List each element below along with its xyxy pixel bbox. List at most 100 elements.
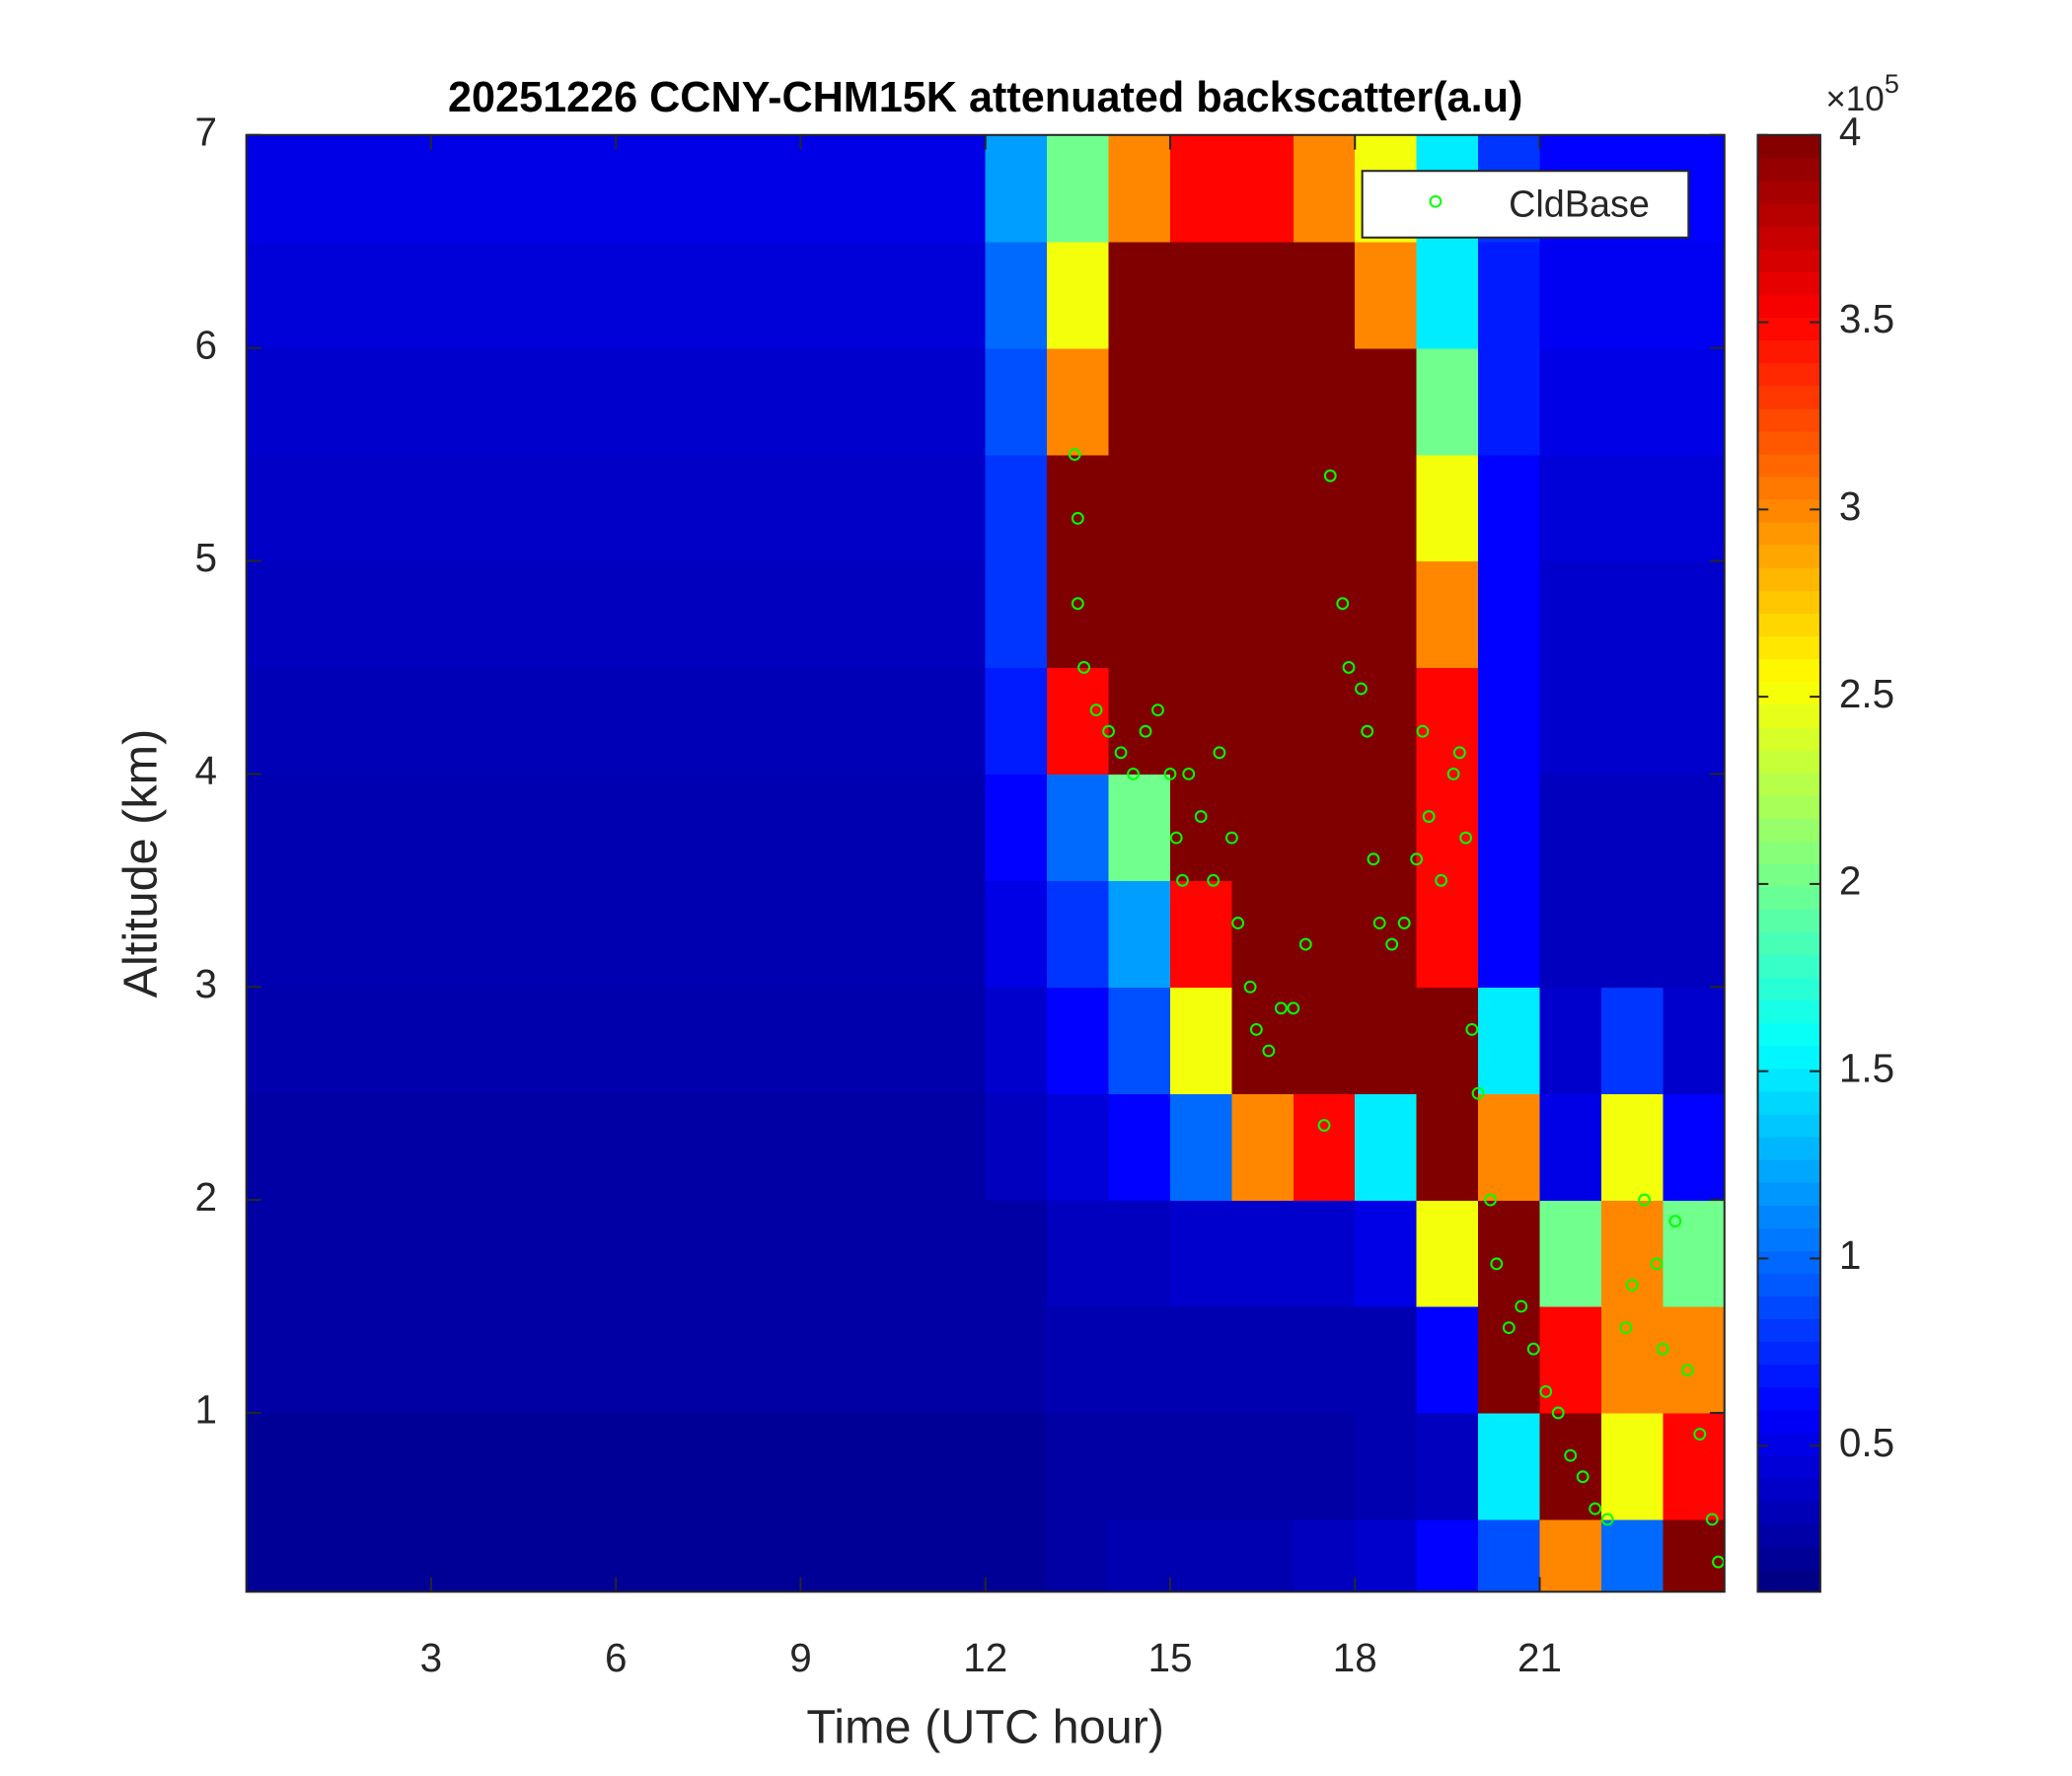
cloud-base-point [1600, 1513, 1614, 1526]
heatmap-cell [1108, 1200, 1171, 1307]
heatmap-cell [677, 347, 740, 456]
colorbar-step [1757, 931, 1820, 955]
cloud-base-point [1564, 1448, 1578, 1462]
heatmap-cell [1478, 987, 1541, 1094]
heatmap-cell [1231, 560, 1295, 669]
heatmap-cell [1047, 134, 1110, 243]
heatmap-cell [1539, 560, 1602, 669]
heatmap-cell [861, 1306, 925, 1414]
heatmap-cell [1355, 774, 1418, 881]
cloud-base-point [1317, 1119, 1331, 1132]
heatmap-cell [1478, 880, 1541, 988]
heatmap-cell [616, 1093, 679, 1201]
heatmap-cell [430, 347, 494, 456]
y-tick-label: 2 [194, 1174, 217, 1220]
heatmap-cell [1663, 880, 1726, 988]
cloud-base-point [1207, 873, 1221, 887]
colorbar-step [1757, 1409, 1820, 1434]
cloud-base-point [1342, 661, 1356, 674]
heatmap-cell [1416, 454, 1479, 562]
colorbar-step [1757, 1546, 1820, 1570]
heatmap-cell [1539, 987, 1602, 1094]
cloud-base-point [1194, 810, 1208, 823]
cloud-base-point [1068, 448, 1081, 461]
heatmap-cell [246, 880, 309, 988]
colorbar-step [1757, 1113, 1820, 1138]
legend-marker [1429, 194, 1443, 208]
heatmap-cell [308, 560, 371, 669]
heatmap-cell [924, 347, 987, 456]
heatmap-cell [677, 987, 740, 1094]
heatmap-cell [677, 774, 740, 881]
cloud-base-point [1176, 873, 1189, 887]
heatmap-cell [1478, 774, 1541, 881]
heatmap-cell [800, 1093, 863, 1201]
heatmap-cell [616, 880, 679, 988]
heatmap-cell [246, 347, 309, 456]
cloud-base-point [1071, 597, 1084, 611]
heatmap-cell [246, 1200, 309, 1307]
heatmap-cell [369, 1200, 432, 1307]
heatmap-cell [1663, 1518, 1726, 1592]
cloud-base-point [1502, 1321, 1516, 1335]
cloud-base-point [1367, 852, 1380, 866]
cloud-base-point [1705, 1513, 1719, 1526]
cloud-base-point [1163, 767, 1177, 780]
heatmap-cell [1293, 987, 1356, 1094]
multiplier-exponent: 5 [1885, 69, 1899, 99]
heatmap-cell [1047, 347, 1110, 456]
heatmap-cell [677, 1412, 740, 1520]
legend-label: CldBase [1509, 185, 1650, 226]
heatmap-cell [985, 1200, 1048, 1307]
colorbar-step [1757, 1364, 1820, 1388]
heatmap-cell [739, 774, 802, 881]
heatmap-cell [308, 347, 371, 456]
colorbar-step [1757, 545, 1820, 568]
cloud-base-point [1151, 703, 1164, 717]
heatmap-cell [1416, 667, 1479, 776]
heatmap-cell [1231, 880, 1295, 988]
colorbar-step [1757, 317, 1820, 341]
heatmap-cell [861, 774, 925, 881]
heatmap-cell [1169, 1200, 1233, 1307]
heatmap-cell [369, 1518, 432, 1592]
cloud-base-point [1287, 1001, 1300, 1015]
heatmap-cell [1108, 241, 1171, 349]
cloud-base-point [1576, 1470, 1590, 1484]
cloud-base-point [1139, 724, 1152, 738]
heatmap-cell [616, 1518, 679, 1592]
heatmap-cell [677, 454, 740, 562]
cloud-base-point [1169, 831, 1183, 845]
heatmap-cell [1108, 1518, 1171, 1592]
heatmap-cell [1416, 1200, 1479, 1307]
cloud-base-point [1182, 767, 1196, 780]
colorbar-step [1757, 362, 1820, 387]
heatmap-cell [492, 774, 555, 881]
heatmap-cell [1600, 880, 1665, 988]
heatmap-cell [1231, 1200, 1295, 1307]
heatmap-cell [430, 1412, 494, 1520]
heatmap-cell [800, 987, 863, 1094]
heatmap-cell [554, 987, 617, 1094]
y-tick-label: 4 [194, 748, 217, 793]
colorbar-step [1757, 567, 1820, 591]
heatmap-cell [1416, 880, 1479, 988]
heatmap-cell [616, 667, 679, 776]
x-tick-label: 12 [963, 1635, 1007, 1680]
colorbar-step [1757, 134, 1820, 159]
heatmap-cell [1231, 347, 1295, 456]
heatmap-cell [1539, 1306, 1602, 1414]
legend: CldBase [1361, 170, 1690, 239]
heatmap-cell [1478, 241, 1541, 349]
heatmap-cell [1047, 774, 1110, 881]
heatmap-cell [1355, 1412, 1418, 1520]
colorbar-step [1757, 294, 1820, 319]
heatmap-cell [1169, 241, 1233, 349]
heatmap-cell [1169, 1306, 1233, 1414]
y-tick-label: 5 [194, 535, 217, 580]
x-axis-label: Time (UTC hour) [806, 1700, 1164, 1753]
heatmap-cell [369, 880, 432, 988]
heatmap-cell [430, 1518, 494, 1592]
heatmap-cell [800, 134, 863, 243]
